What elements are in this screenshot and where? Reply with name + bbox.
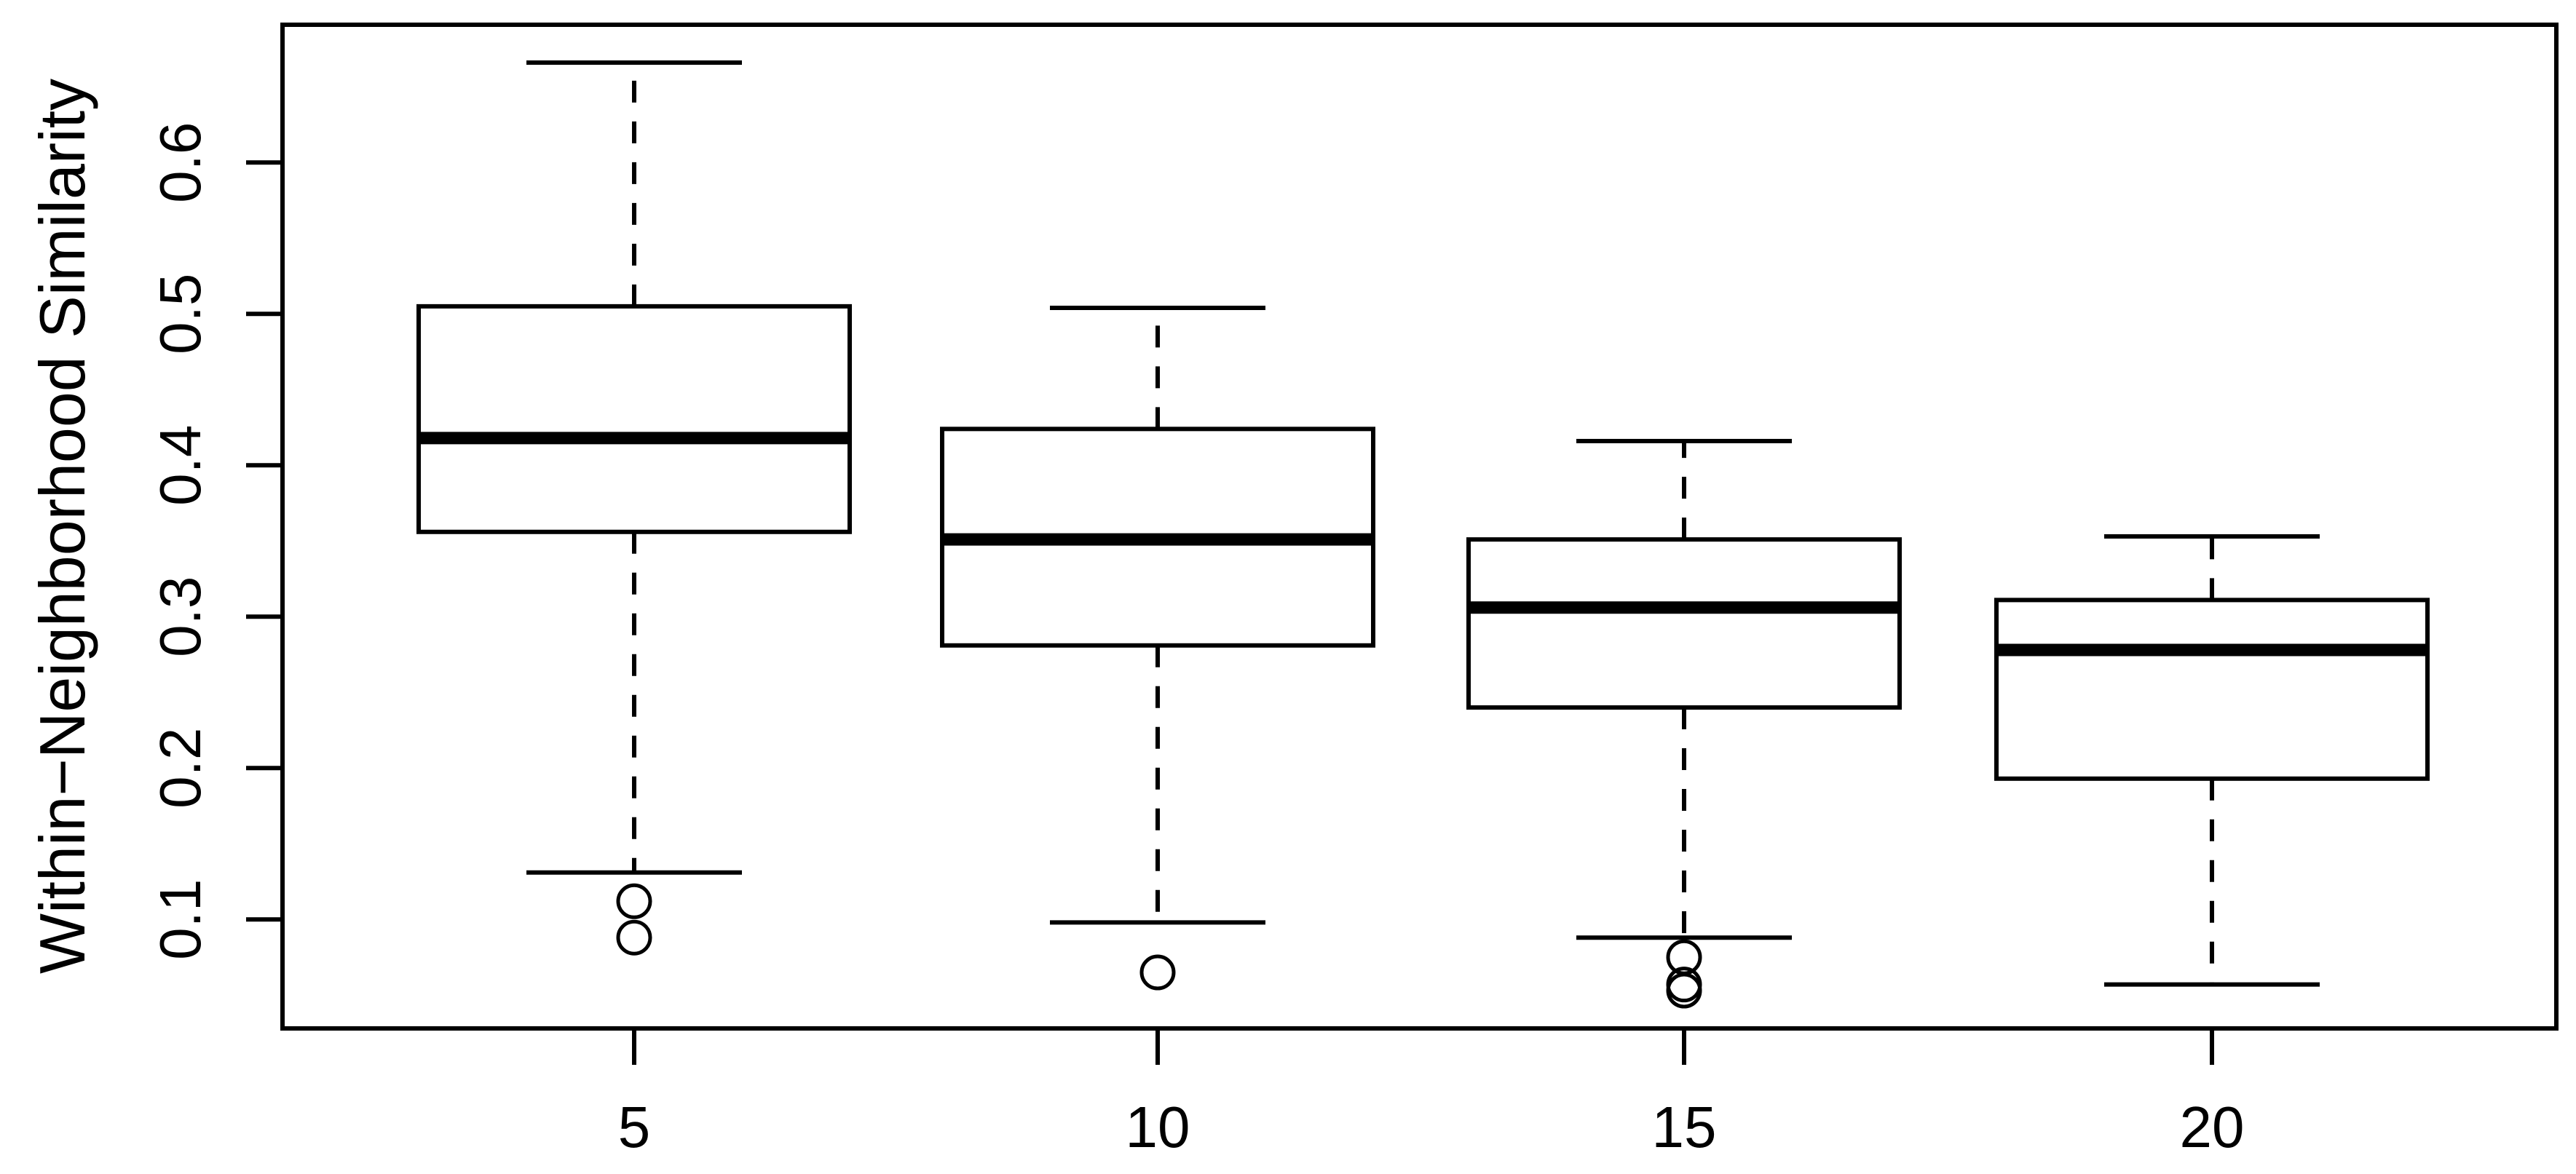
x-tick-label: 10 (1126, 1095, 1190, 1159)
outlier-point (1666, 972, 1702, 1009)
plot-frame (280, 23, 2559, 1031)
x-tick-label: 20 (2180, 1095, 2245, 1159)
x-tick-label: 15 (1652, 1095, 1717, 1159)
y-tick-label: 0.6 (148, 122, 213, 203)
y-tick-label: 0.3 (148, 576, 213, 657)
y-tick-label: 0.5 (148, 274, 213, 354)
y-tick-label: 0.4 (148, 425, 213, 506)
outlier-point (616, 883, 652, 919)
x-tick-label: 5 (618, 1095, 651, 1159)
box-rect (1466, 537, 1902, 710)
y-tick-label: 0.1 (148, 879, 213, 960)
outlier-point (616, 919, 652, 956)
box-rect (416, 304, 852, 534)
chart-marks: 0.1 0.2 0.3 0.4 0.5 0.6 5 10 15 20 (148, 60, 2430, 1159)
y-tick-label: 0.2 (148, 728, 213, 809)
y-axis-title: Within−Neighborhood Similarity (26, 79, 98, 974)
box-rect (1994, 598, 2430, 781)
outlier-point (1139, 954, 1176, 991)
